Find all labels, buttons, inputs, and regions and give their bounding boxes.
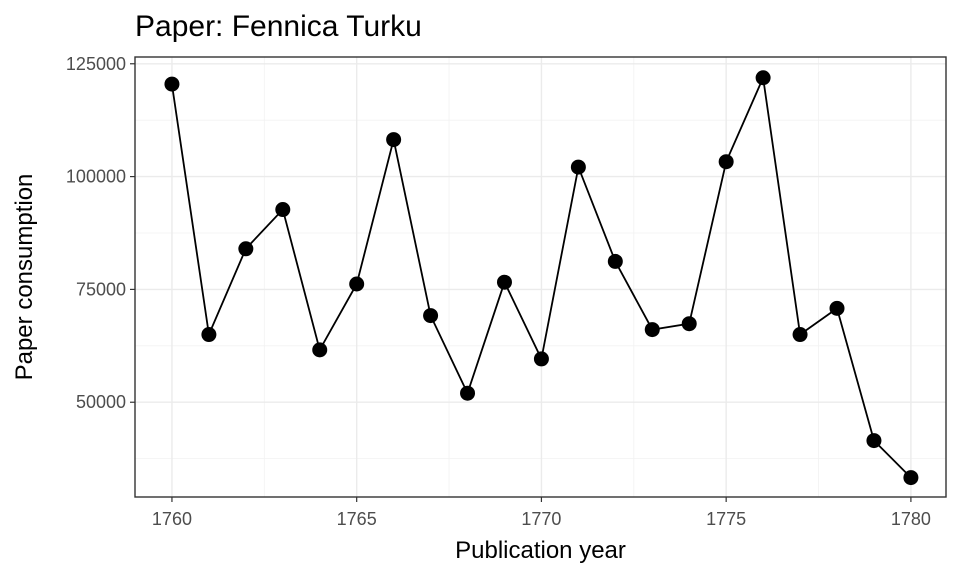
data-point [496, 274, 512, 290]
data-point [275, 202, 291, 218]
data-point [201, 327, 217, 343]
data-point [349, 276, 365, 292]
gridlines [135, 57, 946, 497]
x-tick-label: 1765 [337, 509, 377, 529]
y-tick-label: 50000 [76, 392, 126, 412]
data-point [312, 342, 328, 358]
data-point [866, 433, 882, 449]
data-point [903, 470, 919, 486]
data-point [607, 253, 623, 269]
x-tick-label: 1770 [521, 509, 561, 529]
data-point [533, 351, 549, 367]
y-axis-title: Paper consumption [11, 174, 38, 381]
data-point [644, 322, 660, 338]
data-point [423, 308, 439, 324]
x-axis-title: Publication year [455, 537, 626, 564]
data-point [681, 316, 697, 332]
data-point [164, 76, 180, 92]
x-tick-label: 1775 [706, 509, 746, 529]
data-point [238, 241, 254, 257]
data-point [570, 159, 586, 175]
series [164, 70, 919, 486]
y-tick-label: 75000 [76, 279, 126, 299]
data-point [718, 154, 734, 170]
data-point [829, 300, 845, 316]
axes: 1760 1765 1770 1775 1780 50000 75000 100000 1250… [66, 54, 931, 529]
panel-border [134, 56, 947, 498]
chart-title: Paper: Fennica Turku [135, 10, 422, 43]
data-point [755, 70, 771, 86]
y-tick-label: 100000 [66, 167, 126, 187]
data-point [460, 385, 476, 401]
x-tick-label: 1760 [152, 509, 192, 529]
y-tick-label: 125000 [66, 54, 126, 74]
x-tick-label: 1780 [891, 509, 931, 529]
data-point [386, 132, 402, 148]
data-point [792, 327, 808, 343]
